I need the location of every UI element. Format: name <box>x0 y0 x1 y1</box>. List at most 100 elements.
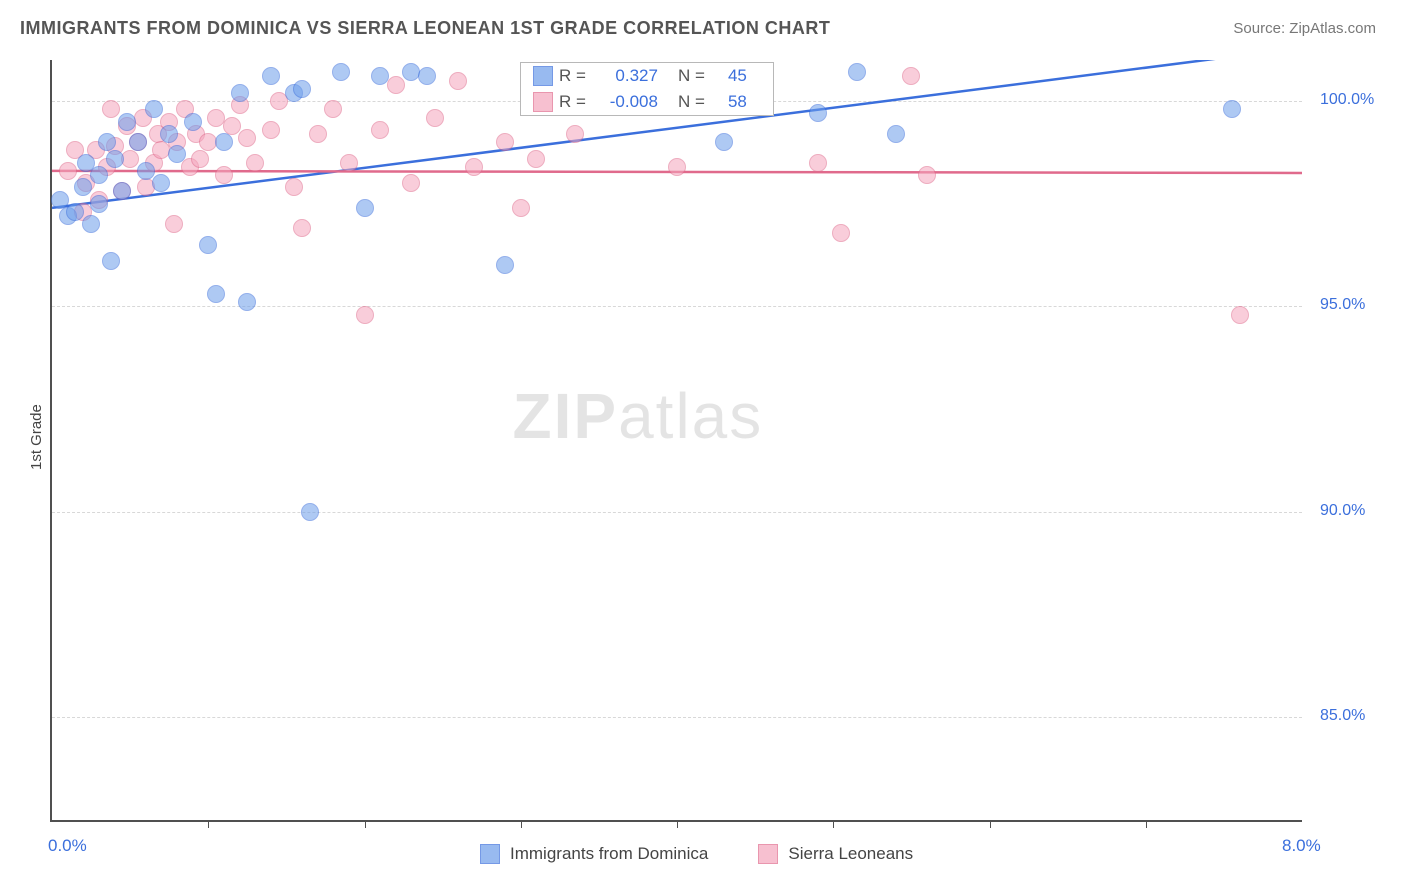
legend-swatch <box>533 92 553 112</box>
legend-r-value: 0.327 <box>598 66 658 86</box>
data-point <box>496 256 514 274</box>
data-point <box>238 293 256 311</box>
data-point <box>418 67 436 85</box>
series-legend-label: Sierra Leoneans <box>788 844 913 864</box>
source-label: Source: ZipAtlas.com <box>1233 20 1376 37</box>
data-point <box>887 125 905 143</box>
data-point <box>809 154 827 172</box>
x-axis-max-label: 8.0% <box>1282 836 1321 856</box>
data-point <box>848 63 866 81</box>
data-point <box>152 174 170 192</box>
data-point <box>324 100 342 118</box>
data-point <box>527 150 545 168</box>
legend-swatch <box>480 844 500 864</box>
data-point <box>165 215 183 233</box>
y-tick-label: 85.0% <box>1320 707 1365 725</box>
data-point <box>102 252 120 270</box>
data-point <box>293 80 311 98</box>
legend-n-label: N = <box>678 66 705 86</box>
legend-n-value: 58 <box>717 92 747 112</box>
x-axis-min-label: 0.0% <box>48 836 87 856</box>
x-tick <box>365 820 366 828</box>
data-point <box>184 113 202 131</box>
data-point <box>207 285 225 303</box>
data-point <box>90 195 108 213</box>
source-name: ZipAtlas.com <box>1289 20 1376 37</box>
data-point <box>262 67 280 85</box>
plot-area: 85.0%90.0%95.0%100.0% <box>50 60 1302 822</box>
data-point <box>371 121 389 139</box>
legend-n-label: N = <box>678 92 705 112</box>
data-point <box>231 84 249 102</box>
x-tick <box>1146 820 1147 828</box>
data-point <box>902 67 920 85</box>
legend-row: R =0.327N =45 <box>521 63 773 89</box>
data-point <box>223 117 241 135</box>
legend-r-value: -0.008 <box>598 92 658 112</box>
data-point <box>512 199 530 217</box>
data-point <box>102 100 120 118</box>
legend-swatch <box>533 66 553 86</box>
legend-swatch <box>758 844 778 864</box>
data-point <box>137 162 155 180</box>
data-point <box>668 158 686 176</box>
y-tick-label: 90.0% <box>1320 502 1365 520</box>
data-point <box>74 178 92 196</box>
data-point <box>215 166 233 184</box>
data-point <box>301 503 319 521</box>
data-point <box>465 158 483 176</box>
gridline <box>52 512 1302 513</box>
data-point <box>160 125 178 143</box>
data-point <box>340 154 358 172</box>
data-point <box>309 125 327 143</box>
legend-row: R = -0.008 N = 58 <box>521 89 773 115</box>
data-point <box>285 178 303 196</box>
data-point <box>145 100 163 118</box>
data-point <box>246 154 264 172</box>
data-point <box>356 199 374 217</box>
data-point <box>449 72 467 90</box>
data-point <box>426 109 444 127</box>
x-tick <box>833 820 834 828</box>
series-legend-item: Immigrants from Dominica <box>480 844 708 864</box>
data-point <box>918 166 936 184</box>
data-point <box>118 113 136 131</box>
series-legend-item: Sierra Leoneans <box>758 844 913 864</box>
legend-r-label: R = <box>559 92 586 112</box>
x-tick <box>208 820 209 828</box>
data-point <box>191 150 209 168</box>
data-point <box>262 121 280 139</box>
data-point <box>199 236 217 254</box>
data-point <box>215 133 233 151</box>
data-point <box>98 133 116 151</box>
data-point <box>106 150 124 168</box>
chart-title: IMMIGRANTS FROM DOMINICA VS SIERRA LEONE… <box>20 18 830 39</box>
data-point <box>113 182 131 200</box>
y-tick-label: 95.0% <box>1320 296 1365 314</box>
data-point <box>332 63 350 81</box>
y-axis-label: 1st Grade <box>28 404 45 470</box>
legend-r-label: R = <box>559 66 586 86</box>
series-legend: Immigrants from Dominica Sierra Leoneans <box>480 844 913 864</box>
data-point <box>82 215 100 233</box>
data-point <box>90 166 108 184</box>
x-tick <box>677 820 678 828</box>
data-point <box>566 125 584 143</box>
gridline <box>52 717 1302 718</box>
data-point <box>402 174 420 192</box>
y-tick-label: 100.0% <box>1320 91 1374 109</box>
data-point <box>293 219 311 237</box>
data-point <box>238 129 256 147</box>
data-point <box>59 162 77 180</box>
data-point <box>1231 306 1249 324</box>
data-point <box>356 306 374 324</box>
source-prefix: Source: <box>1233 20 1289 37</box>
data-point <box>496 133 514 151</box>
data-point <box>121 150 139 168</box>
data-point <box>387 76 405 94</box>
data-point <box>1223 100 1241 118</box>
x-tick <box>990 820 991 828</box>
x-tick <box>521 820 522 828</box>
data-point <box>51 191 69 209</box>
data-point <box>832 224 850 242</box>
